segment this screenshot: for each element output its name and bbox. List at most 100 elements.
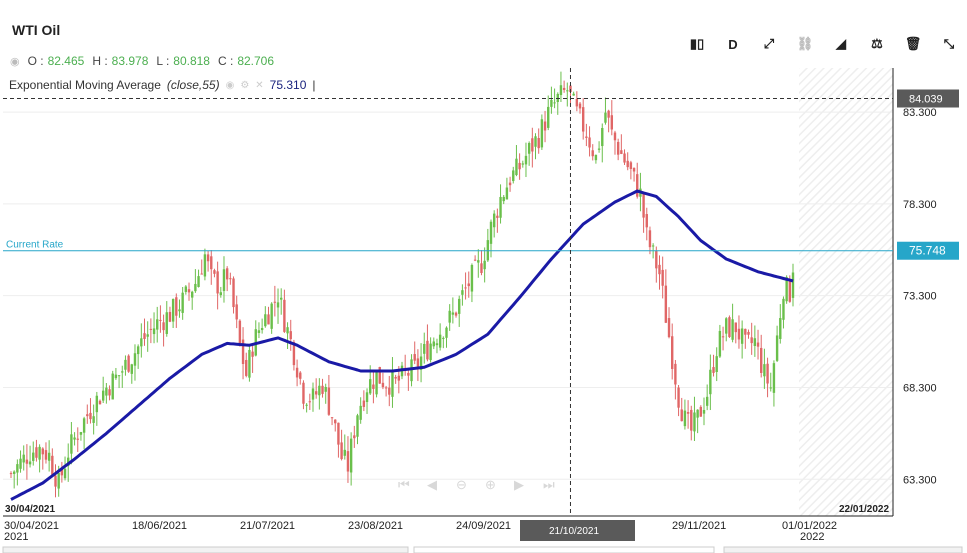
- candle-body: [658, 264, 661, 275]
- candle-body: [744, 328, 747, 335]
- candle-body: [127, 355, 130, 372]
- candle-body: [632, 167, 636, 172]
- candle-body: [756, 342, 760, 347]
- candle-body: [750, 337, 753, 344]
- candle-body: [178, 309, 181, 312]
- balance-icon[interactable]: ⚖: [871, 36, 883, 51]
- ema-params: (close,55): [166, 78, 220, 92]
- nav-control-icon[interactable]: ⊕: [485, 477, 496, 492]
- candle-body: [760, 347, 763, 373]
- candle-body: [200, 273, 203, 275]
- candles: [9, 71, 795, 498]
- candle-body: [731, 319, 734, 340]
- candle-body: [32, 452, 35, 461]
- candle-body: [372, 384, 375, 389]
- nav-control-icon[interactable]: ⏭: [543, 477, 555, 492]
- candle-body: [305, 404, 308, 406]
- nav-control-icon[interactable]: ⏮: [398, 477, 410, 492]
- scrollbar-mid[interactable]: [413, 546, 715, 553]
- open-value: 82.465: [47, 54, 85, 68]
- x-tick-label: 21/07/2021: [240, 520, 295, 532]
- candle-body: [117, 375, 121, 377]
- candle-body: [661, 269, 664, 286]
- candle-body: [241, 339, 245, 364]
- magnet-icon[interactable]: ⛓: [796, 36, 814, 51]
- candle-body: [257, 330, 261, 333]
- candle-body: [562, 87, 566, 90]
- nav-control-icon[interactable]: ⊖: [456, 477, 467, 492]
- candle-body: [671, 336, 674, 369]
- candle-body: [572, 93, 575, 96]
- candle-body: [111, 373, 114, 400]
- candle-body: [728, 317, 731, 337]
- indicators-icon[interactable]: ◢: [836, 36, 846, 51]
- candle-body: [86, 414, 89, 417]
- candle-body: [203, 254, 207, 277]
- candle-body: [753, 338, 757, 346]
- candle-body: [302, 382, 305, 404]
- candle-body: [740, 328, 744, 344]
- candle-body: [206, 254, 210, 262]
- candle-body: [461, 290, 464, 295]
- scrollbar-left[interactable]: [2, 546, 409, 553]
- ema-visibility-icon[interactable]: ◉: [225, 79, 235, 91]
- ema-remove-icon[interactable]: ✕: [255, 79, 264, 91]
- candle-body: [426, 340, 429, 360]
- candle-body: [76, 438, 79, 440]
- nav-control-icon[interactable]: ◀: [427, 477, 437, 492]
- candle-body: [597, 148, 601, 150]
- scrollbar-right[interactable]: [723, 546, 963, 553]
- candle-body: [16, 464, 19, 473]
- draw-line-icon[interactable]: ⤢: [763, 36, 775, 51]
- candle-body: [604, 112, 607, 123]
- y-tick-label: 78.300: [903, 199, 937, 211]
- candle-body: [340, 442, 343, 460]
- candle-body: [779, 318, 782, 339]
- candle-body: [149, 328, 153, 330]
- candle-body: [566, 90, 569, 92]
- candle-body: [470, 264, 474, 292]
- candle-body: [47, 452, 51, 461]
- crosshair-price-badge: [897, 89, 959, 108]
- candle-type-icon[interactable]: ▮▯: [689, 36, 705, 51]
- candle-body: [181, 292, 184, 313]
- nav-control-icon[interactable]: ▶: [514, 477, 524, 492]
- visibility-eye-icon[interactable]: ◉: [10, 55, 20, 68]
- chart-toolbar: ▮▯ D ⤢ ⛓ ◢ ⚖ 🗑 ⤡: [687, 34, 959, 54]
- candle-body: [295, 367, 299, 378]
- trash-icon[interactable]: 🗑: [904, 36, 922, 51]
- candle-body: [569, 85, 572, 92]
- future-area: [799, 68, 893, 516]
- collapse-icon[interactable]: ⤡: [943, 36, 955, 51]
- candle-body: [229, 278, 232, 280]
- candle-body: [620, 150, 623, 154]
- candle-body: [791, 272, 795, 298]
- candle-body: [187, 289, 191, 293]
- candle-body: [162, 322, 165, 331]
- candle-body: [423, 343, 426, 354]
- candle-body: [651, 245, 655, 247]
- candle-body: [477, 260, 480, 263]
- candle-body: [464, 287, 467, 289]
- candle-body: [521, 163, 524, 165]
- ema-settings-gear-icon[interactable]: ⚙: [240, 79, 250, 91]
- candle-body: [677, 387, 680, 408]
- candle-body: [772, 363, 776, 393]
- candle-body: [359, 405, 362, 420]
- candle-body: [260, 327, 264, 331]
- candle-body: [451, 312, 455, 315]
- current-rate-badge: [897, 241, 959, 260]
- candle-body: [429, 343, 432, 361]
- candle-body: [388, 387, 391, 395]
- candle-body: [492, 213, 496, 228]
- candle-body: [82, 418, 86, 433]
- candle-body: [543, 121, 547, 131]
- period-button[interactable]: D: [728, 36, 738, 52]
- candle-body: [283, 299, 286, 332]
- candle-body: [19, 458, 22, 469]
- candle-body: [346, 451, 350, 472]
- candle-body: [308, 401, 312, 403]
- candle-body: [327, 387, 331, 415]
- candle-body: [9, 473, 13, 475]
